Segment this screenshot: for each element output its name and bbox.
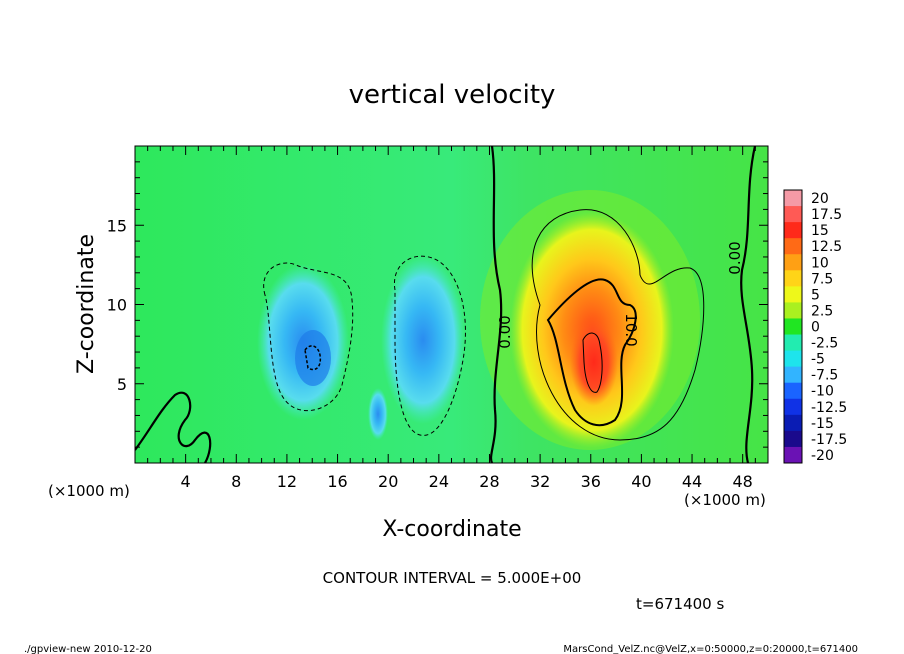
zero-contour-middle [490,146,503,463]
footer-left: ./gpview-new 2010-12-20 [24,644,152,654]
x-unit-left: (×1000 m) [48,482,130,500]
x-tick-label: 36 [581,472,601,491]
plot-area: 0.00 10.0 0.00 [135,146,768,463]
downdraft-small [368,388,388,440]
time-label: t=671400 s [636,595,724,613]
y-axis: 5 10 15 [107,145,768,464]
colorbar-swatch [784,430,802,448]
colorbar-swatch [784,222,802,239]
x-tick-label: 28 [479,472,499,491]
colorbar-swatch [784,398,802,416]
y-tick-label: 5 [117,375,127,394]
colorbar-swatch [784,366,802,384]
colorbar-frame [783,189,803,464]
y-axis-label: Z-coordinate [74,234,99,374]
contour-10 [546,278,637,427]
colorbar-label: 17.5 [811,207,842,223]
colorbar-swatch [784,286,802,303]
zero-contour-right [740,146,757,463]
colorbar-label: -2.5 [811,336,838,352]
colorbar-label: 12.5 [811,239,842,255]
x-unit-right: (×1000 m) [684,491,766,509]
colorbar-label: -15 [811,416,834,432]
contour-neg5-middle [394,255,466,436]
contour-5 [531,209,705,441]
x-tick-label: 4 [181,472,191,491]
colorbar-label: 15 [811,223,829,239]
colorbar-label: 2.5 [811,303,833,319]
contour-label-0: 0.00 [496,315,514,348]
colorbar-label: 7.5 [811,271,833,287]
updraft-core [570,318,618,406]
colorbar-swatch [784,350,802,368]
contour-neg5-left [263,262,354,412]
colorbar-label: 0 [811,320,820,336]
contour-neg10 [304,345,322,371]
x-tick-label: 40 [631,472,651,491]
colorbar-label: -7.5 [811,368,838,384]
contour-15 [582,332,603,393]
colorbar-label: -17.5 [811,432,847,448]
x-tick-label: 12 [277,472,297,491]
colorbar-label: 20 [811,191,829,207]
colorbar-swatch [784,302,802,319]
x-tick-label: 16 [327,472,347,491]
colorbar-swatch [784,382,802,400]
colorbar-label: 10 [811,255,829,271]
x-tick-label: 48 [733,472,753,491]
colorbar-label: -5 [811,352,825,368]
contour-lines [135,146,757,463]
downdraft-left-core [295,330,331,386]
x-tick-label: 24 [429,472,449,491]
colorbar-swatch [784,206,802,223]
x-tick-label: 44 [682,472,702,491]
colorbar-swatch [784,446,802,464]
contour-label-2: 0.00 [726,241,744,274]
footer-right: MarsCond_VelZ.nc@VelZ,x=0:50000,z=0:2000… [563,644,858,654]
colorbar-swatch [784,318,802,336]
x-tick-label: 8 [231,472,241,491]
contour-interval-label: CONTOUR INTERVAL = 5.000E+00 [323,569,582,587]
x-axis-label: X-coordinate [382,517,521,542]
colorbar-swatch [784,254,802,271]
x-tick-label: 32 [530,472,550,491]
contour-label-1: 10.0 [622,313,640,346]
colorbar-swatch [784,334,802,352]
downdraft-middle [381,256,465,424]
y-tick-label: 15 [107,216,127,235]
colorbar-label: -10 [811,384,834,400]
zero-contour-lower-left [135,391,212,463]
colorbar: 2017.51512.5107.552.50-2.5-5-7.5-10-12.5… [783,189,847,464]
colorbar-swatch [784,270,802,287]
colorbar-label: 5 [811,287,820,303]
x-axis: 4 8 12 16 20 24 28 32 36 40 44 48 [134,146,769,491]
colorbar-label: -20 [811,448,834,464]
colorbar-swatch [784,238,802,255]
chart-title: vertical velocity [349,80,556,110]
colorbar-swatch [784,190,802,207]
x-tick-label: 20 [378,472,398,491]
y-tick-label: 10 [107,296,127,315]
colorbar-label: -12.5 [811,400,847,416]
colorbar-swatch [784,414,802,432]
